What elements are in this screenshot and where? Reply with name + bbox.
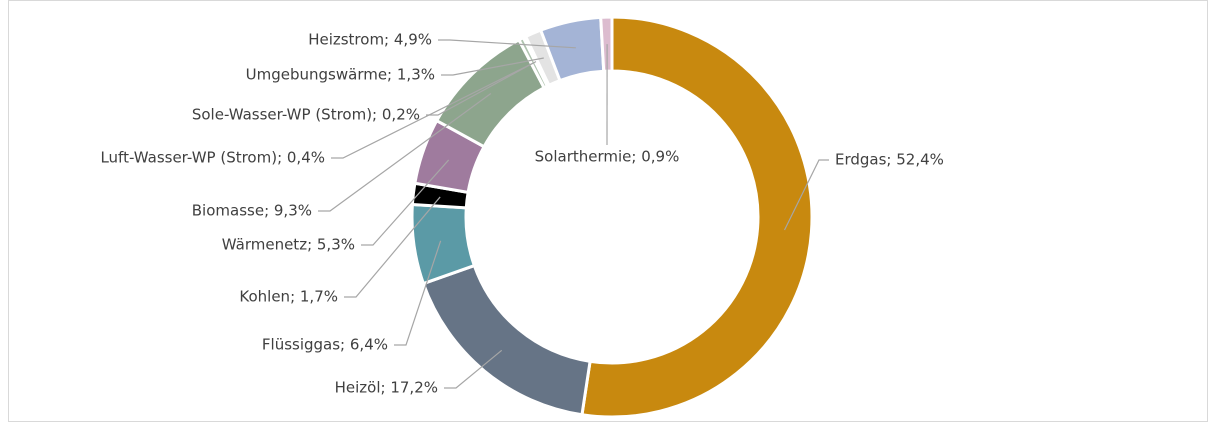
data-label: Heizstrom; 4,9%	[308, 31, 432, 49]
data-label: Umgebungswärme; 1,3%	[246, 66, 435, 84]
data-label: Flüssiggas; 6,4%	[262, 336, 388, 354]
leader-line	[361, 159, 450, 246]
leader-line	[394, 240, 442, 346]
leader-line	[331, 62, 534, 159]
data-label: Heizöl; 17,2%	[335, 379, 438, 397]
donut-segment	[580, 15, 814, 419]
leader-line	[783, 159, 829, 231]
leader-line	[318, 93, 492, 212]
data-label: Solarthermie; 0,9%	[535, 148, 680, 166]
leader-line	[344, 196, 441, 298]
data-label: Luft-Wasser-WP (Strom); 0,4%	[100, 149, 325, 167]
leader-line	[438, 39, 576, 49]
data-label: Wärmenetz; 5,3%	[222, 236, 355, 254]
leader-line	[426, 60, 537, 116]
leader-line	[444, 349, 503, 389]
data-label: Biomasse; 9,3%	[192, 202, 312, 220]
donut-segment	[599, 15, 614, 73]
leader-line	[441, 57, 544, 76]
data-label: Erdgas; 52,4%	[835, 151, 944, 169]
data-label: Kohlen; 1,7%	[239, 288, 338, 306]
data-label: Sole-Wasser-WP (Strom); 0,2%	[192, 106, 420, 124]
donut-segment	[421, 263, 592, 417]
